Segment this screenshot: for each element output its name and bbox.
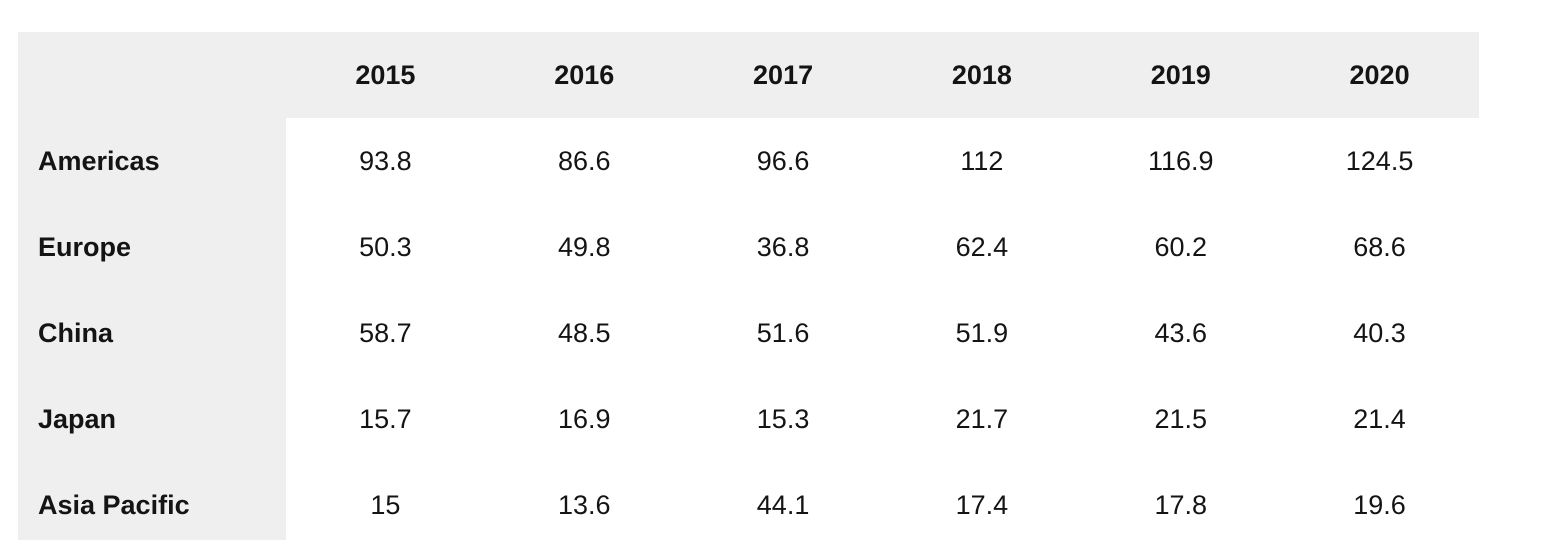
value-cell: 86.6 <box>484 147 684 175</box>
value-cell: 16.9 <box>484 405 684 433</box>
value-cell: 40.3 <box>1280 319 1479 347</box>
value-cell: 60.2 <box>1081 233 1281 261</box>
table-row: Asia Pacific 15 13.6 44.1 17.4 17.8 19.6 <box>18 462 1479 540</box>
row-label: Japan <box>18 376 286 462</box>
value-cell: 21.5 <box>1081 405 1281 433</box>
corner-cell <box>18 32 286 118</box>
row-label: Asia Pacific <box>18 462 286 540</box>
value-cell: 112 <box>882 147 1082 175</box>
value-cell: 124.5 <box>1280 147 1479 175</box>
table-body: Americas 93.8 86.6 96.6 112 116.9 124.5 Europe 5… <box>18 118 1479 540</box>
value-cell: 50.3 <box>286 233 485 261</box>
value-cell: 58.7 <box>286 319 485 347</box>
table-row: Japan 15.7 16.9 15.3 21.7 21.5 21.4 <box>18 376 1479 462</box>
value-cell: 96.6 <box>683 147 883 175</box>
value-cell: 15.7 <box>286 405 485 433</box>
data-table: 2015 2016 2017 2018 2019 2020 Americas 93.8 86.… <box>18 32 1479 540</box>
row-label: Europe <box>18 204 286 290</box>
column-header-2015: 2015 <box>355 59 416 90</box>
value-cell: 43.6 <box>1081 319 1281 347</box>
column-header-2017: 2017 <box>753 59 814 90</box>
table-row: Americas 93.8 86.6 96.6 112 116.9 124.5 <box>18 118 1479 204</box>
value-cell: 68.6 <box>1280 233 1479 261</box>
column-header-2018: 2018 <box>951 59 1012 90</box>
value-cell: 116.9 <box>1081 147 1281 175</box>
value-cell: 49.8 <box>484 233 684 261</box>
row-label: Americas <box>18 118 286 204</box>
value-cell: 62.4 <box>882 233 1082 261</box>
table-row: Europe 50.3 49.8 36.8 62.4 60.2 68.6 <box>18 204 1479 290</box>
value-cell: 51.6 <box>683 319 883 347</box>
table-row: China 58.7 48.5 51.6 51.9 43.6 40.3 <box>18 290 1479 376</box>
value-cell: 15.3 <box>683 405 883 433</box>
value-cell: 19.6 <box>1280 491 1479 519</box>
value-cell: 13.6 <box>484 491 684 519</box>
value-cell: 21.7 <box>882 405 1082 433</box>
value-cell: 17.8 <box>1081 491 1281 519</box>
header-row: 2015 2016 2017 2018 2019 2020 <box>18 32 1479 118</box>
value-cell: 51.9 <box>882 319 1082 347</box>
column-header-2020: 2020 <box>1349 59 1410 90</box>
column-header-2016: 2016 <box>554 59 615 90</box>
value-cell: 21.4 <box>1280 405 1479 433</box>
value-cell: 17.4 <box>882 491 1082 519</box>
value-cell: 44.1 <box>683 491 883 519</box>
row-label: China <box>18 290 286 376</box>
value-cell: 15 <box>286 491 485 519</box>
value-cell: 36.8 <box>683 233 883 261</box>
value-cell: 48.5 <box>484 319 684 347</box>
column-header-2019: 2019 <box>1150 59 1211 90</box>
value-cell: 93.8 <box>286 147 485 175</box>
